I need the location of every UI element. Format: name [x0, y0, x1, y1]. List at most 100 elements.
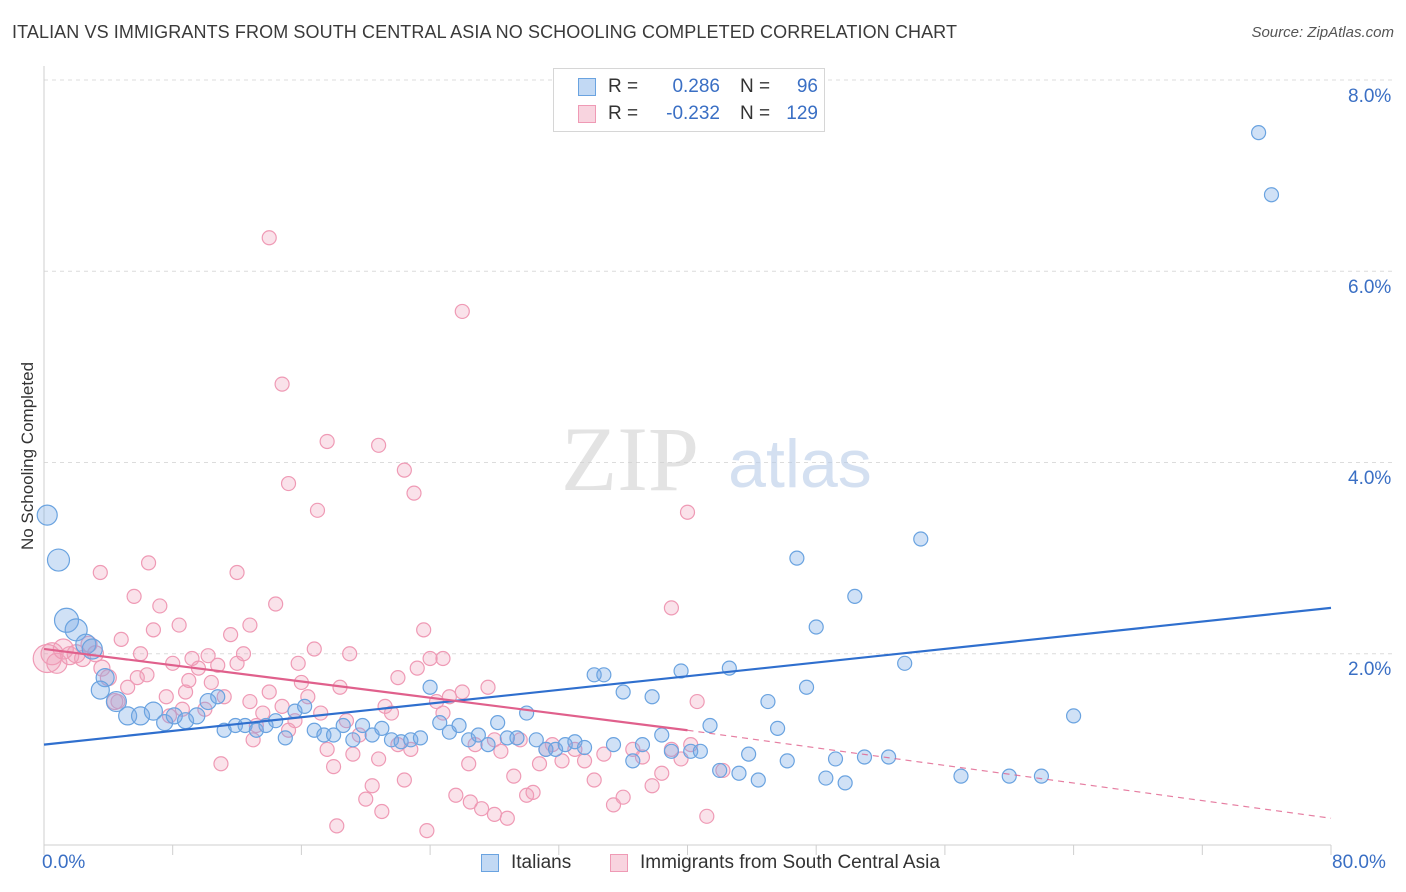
italians-point [596, 667, 612, 683]
watermark-zip: ZIP [561, 408, 699, 510]
immigrants-point [554, 753, 570, 769]
italians-point [818, 770, 834, 786]
immigrants-point [499, 810, 515, 826]
italians-point [509, 730, 525, 746]
immigrants-point [280, 475, 297, 492]
italians-point [808, 619, 824, 635]
italians-point [557, 736, 573, 753]
italians-point [432, 714, 448, 731]
italians-point [702, 717, 718, 734]
legend-n-value: 129 [786, 103, 818, 124]
immigrants-point [313, 705, 329, 721]
italians-point [644, 689, 660, 705]
immigrants-point [345, 746, 361, 762]
immigrants-point [242, 617, 258, 633]
immigrants-point [371, 437, 387, 453]
italians-point [165, 707, 183, 725]
immigrants-point [242, 693, 258, 710]
immigrants-point [634, 749, 651, 765]
italians-point [913, 531, 929, 547]
immigrants-point [132, 646, 149, 662]
immigrants-point [576, 753, 593, 769]
italians-point [880, 749, 897, 765]
immigrants-point [325, 758, 342, 775]
immigrants-point [113, 631, 129, 648]
immigrants-point [615, 789, 631, 805]
legend-n-label: N = [740, 103, 771, 124]
italians-point [779, 753, 795, 769]
bottom-legend-immigrants: Immigrants from South Central Asia [610, 852, 940, 874]
italians-point [528, 732, 544, 748]
immigrants-point [435, 650, 451, 667]
italians-point [856, 749, 873, 765]
immigrants-point [171, 617, 187, 633]
legend-r-label: R = [608, 103, 639, 124]
gridlines [44, 79, 1392, 655]
italians-point [1263, 187, 1280, 203]
italians-point [95, 668, 115, 688]
immigrants-point [213, 756, 229, 772]
immigrants-point [152, 598, 168, 614]
italians-point [712, 762, 728, 779]
bottom-legend-swatch-pink [610, 854, 628, 872]
immigrants-points [32, 230, 731, 839]
italians-point [625, 753, 641, 769]
immigrants-point [92, 564, 108, 581]
immigrants-point [139, 667, 155, 683]
immigrants-point [383, 705, 400, 721]
immigrants-point [454, 303, 470, 320]
immigrants-point [422, 650, 438, 667]
immigrants-point [165, 655, 181, 671]
immigrants-point [480, 679, 496, 695]
immigrants-point [448, 787, 464, 803]
italians-point [383, 732, 400, 748]
immigrants-trend-line [43, 647, 688, 732]
italians-point [953, 768, 969, 784]
immigrants-point [290, 655, 306, 671]
x-tick-label-min: 0.0% [42, 852, 86, 873]
immigrants-point [261, 684, 277, 700]
bottom-legend-italians: Italians [481, 852, 571, 874]
italians-point [470, 727, 486, 743]
immigrants-point [158, 689, 174, 705]
immigrants-point [419, 823, 435, 839]
italians-point [576, 739, 593, 756]
chart-title: ITALIAN VS IMMIGRANTS FROM SOUTH CENTRAL… [12, 22, 958, 42]
italians-point [277, 730, 293, 746]
legend-row-immigrants: R = -0.232 N = 129 [554, 101, 818, 127]
italians-point [156, 713, 174, 732]
immigrants-point [435, 705, 451, 721]
y-tick-label-4: 4.0% [1348, 468, 1392, 489]
legend-r-value: 0.286 [672, 76, 720, 97]
italians-point [837, 775, 853, 791]
italians-point [847, 588, 863, 604]
immigrants-point [261, 230, 277, 246]
italians-point [480, 736, 496, 753]
italians-point [188, 707, 206, 725]
immigrants-point [110, 693, 126, 710]
italians-point [663, 743, 680, 759]
immigrants-point [229, 564, 245, 581]
immigrants-point [235, 646, 252, 662]
immigrants-point [274, 698, 290, 714]
immigrants-point [120, 679, 136, 695]
immigrants-point [358, 791, 374, 807]
y-tick-label-6: 6.0% [1348, 277, 1392, 298]
italians-point [1033, 768, 1050, 784]
immigrants-point [364, 778, 380, 794]
trend-lines [43, 606, 1332, 819]
italians-point [461, 732, 477, 748]
italians-point [1251, 124, 1267, 141]
immigrants-point [586, 772, 602, 788]
immigrants-point [319, 741, 335, 757]
italians-point [789, 550, 805, 566]
watermark: ZIP atlas [561, 408, 872, 510]
immigrants-point [506, 768, 522, 784]
immigrants-point [177, 684, 194, 700]
italians-point [634, 736, 651, 753]
source-label: Source: ZipAtlas.com [1251, 24, 1394, 41]
immigrants-point [416, 622, 432, 638]
correlation-legend: R = 0.286 N = 96 R = -0.232 N = 129 [553, 68, 825, 132]
immigrants-point [129, 670, 145, 686]
immigrants-point [274, 376, 290, 392]
